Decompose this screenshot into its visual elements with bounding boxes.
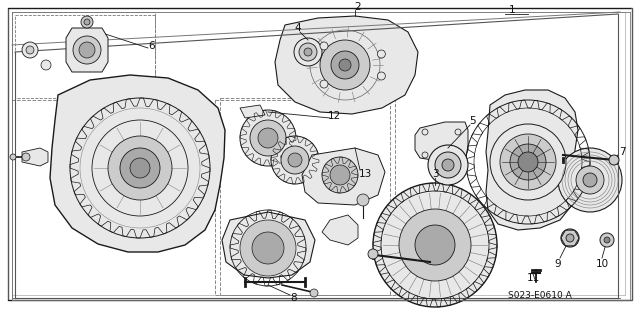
Circle shape [41,60,51,70]
Circle shape [84,19,90,25]
Circle shape [320,40,370,90]
Polygon shape [486,90,578,230]
Text: 8: 8 [291,293,298,303]
Polygon shape [240,105,265,118]
Circle shape [299,43,317,61]
Circle shape [250,120,286,156]
Circle shape [281,146,309,174]
Circle shape [92,120,188,216]
Polygon shape [22,148,48,166]
Circle shape [271,136,319,184]
Circle shape [339,59,351,71]
Circle shape [22,42,38,58]
Circle shape [79,42,95,58]
Circle shape [428,145,468,185]
Text: S023-E0610 A: S023-E0610 A [508,292,572,300]
Circle shape [240,220,296,276]
Circle shape [26,46,34,54]
Circle shape [378,72,385,80]
Circle shape [320,42,328,50]
Circle shape [294,38,322,66]
Circle shape [373,183,497,307]
Text: 4: 4 [294,23,301,33]
Text: 11: 11 [526,273,540,283]
Circle shape [415,225,455,265]
Circle shape [22,153,30,161]
Circle shape [357,194,369,206]
Circle shape [490,124,566,200]
Text: 2: 2 [355,2,362,12]
Circle shape [583,173,597,187]
Circle shape [378,50,385,58]
Polygon shape [275,16,418,114]
Circle shape [576,166,604,194]
Circle shape [108,136,172,200]
Text: 7: 7 [619,147,625,157]
Circle shape [500,134,556,190]
Circle shape [510,144,546,180]
Text: 3: 3 [432,169,438,179]
Circle shape [368,249,378,259]
Circle shape [609,155,619,165]
Circle shape [558,148,622,212]
Circle shape [442,159,454,171]
Circle shape [561,229,579,247]
Circle shape [81,16,93,28]
Text: 1: 1 [509,5,515,15]
Text: 9: 9 [555,259,561,269]
Circle shape [331,51,359,79]
Circle shape [604,237,610,243]
Circle shape [399,209,471,281]
Polygon shape [322,215,358,245]
Circle shape [600,233,614,247]
Text: 13: 13 [358,169,372,179]
Circle shape [566,234,574,242]
Circle shape [73,36,101,64]
Polygon shape [415,122,468,162]
Circle shape [240,110,296,166]
Text: 12: 12 [328,111,340,121]
Circle shape [435,152,461,178]
Polygon shape [302,148,385,205]
Circle shape [330,165,350,185]
Circle shape [310,289,318,297]
Circle shape [518,152,538,172]
Circle shape [322,157,358,193]
Text: 5: 5 [470,116,476,126]
Circle shape [320,80,328,88]
Circle shape [288,153,302,167]
Polygon shape [222,212,315,278]
Text: 10: 10 [595,259,609,269]
Circle shape [10,154,16,160]
Circle shape [130,158,150,178]
Circle shape [120,148,160,188]
Polygon shape [50,75,225,252]
Polygon shape [66,28,108,72]
Text: 6: 6 [148,41,156,51]
Circle shape [252,232,284,264]
Circle shape [304,48,312,56]
Circle shape [258,128,278,148]
